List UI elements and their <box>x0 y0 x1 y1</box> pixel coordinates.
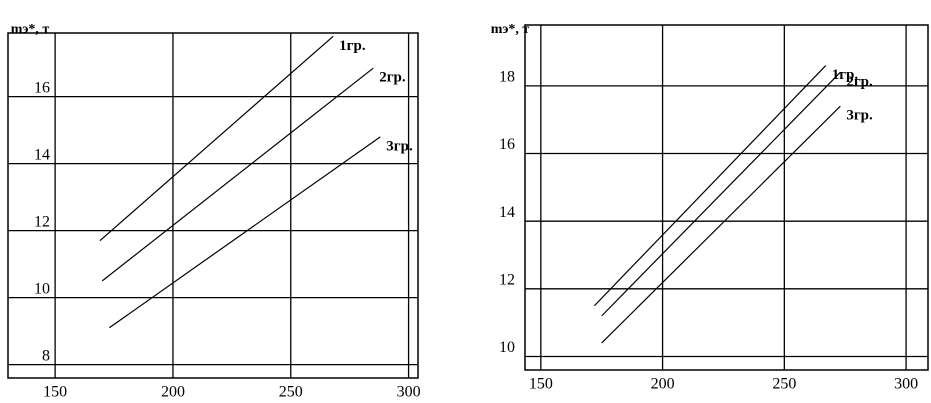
x-tick-label: 250 <box>772 376 796 393</box>
y-tick-label: 16 <box>34 79 50 96</box>
series-line <box>601 71 841 317</box>
plot-frame <box>524 24 929 371</box>
y-tick-label: 14 <box>499 204 515 221</box>
y-tick-label: 16 <box>499 136 515 153</box>
series-line <box>601 105 841 344</box>
series-label: 2гр. <box>379 70 406 86</box>
y-tick-label: 12 <box>34 213 50 230</box>
series-line <box>101 67 374 282</box>
y-tick-label: 12 <box>499 271 515 288</box>
y-axis-label: mэ*, т <box>491 22 530 37</box>
series-line <box>108 136 381 329</box>
y-tick-label: 10 <box>499 339 515 356</box>
series-label: 1гр. <box>339 38 366 54</box>
series-label: 3гр. <box>386 138 413 154</box>
series-label: 2гр. <box>846 74 873 90</box>
x-tick-label: 300 <box>894 376 918 393</box>
x-tick-label: 150 <box>43 384 67 401</box>
x-tick-label: 250 <box>279 384 303 401</box>
y-axis-label: mэ*, т <box>11 22 50 37</box>
x-tick-label: 300 <box>397 384 421 401</box>
y-tick-label: 14 <box>34 146 50 163</box>
x-tick-label: 200 <box>651 376 675 393</box>
plot-frame <box>7 32 419 379</box>
y-tick-label: 18 <box>499 69 515 86</box>
x-tick-label: 150 <box>529 376 553 393</box>
y-tick-label: 8 <box>42 347 50 364</box>
y-tick-label: 10 <box>34 280 50 297</box>
series-line <box>593 65 827 307</box>
series-label: 1гр. <box>832 67 859 83</box>
x-tick-label: 200 <box>161 384 185 401</box>
series-label: 3гр. <box>846 108 873 124</box>
series-line <box>99 35 334 242</box>
